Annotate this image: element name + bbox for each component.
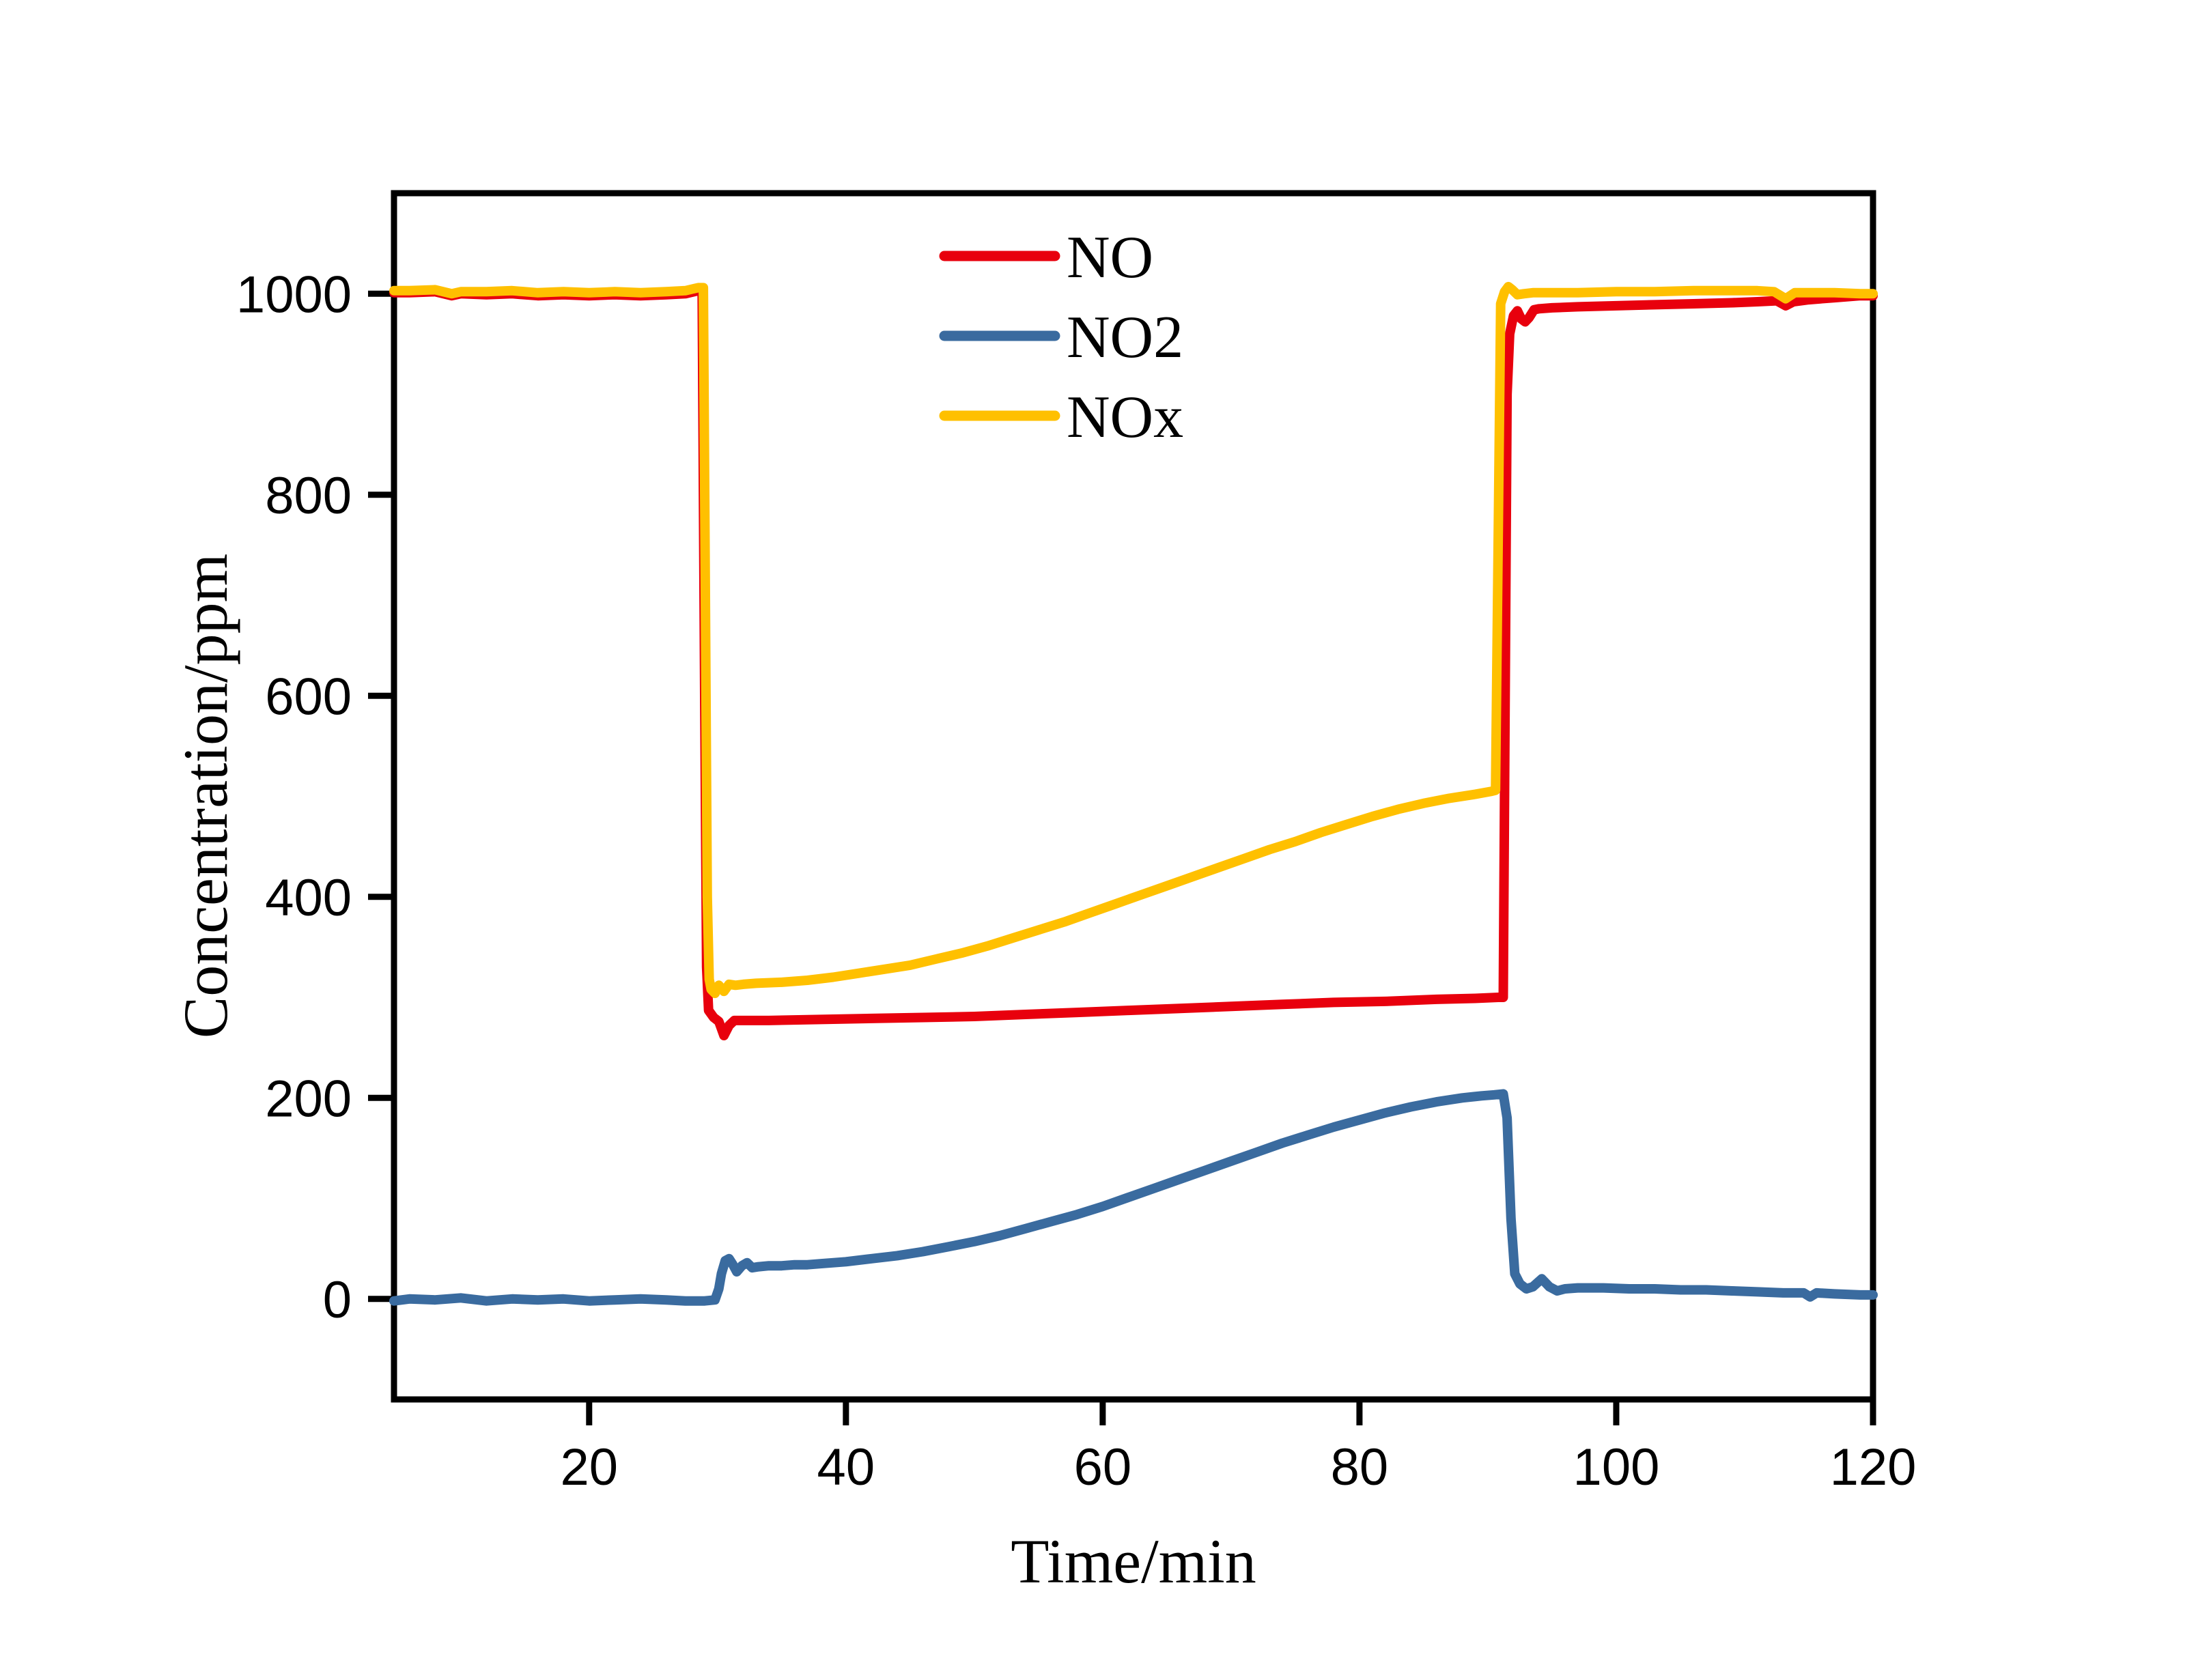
x-tick-label: 40 [817, 1438, 875, 1496]
data-series [389, 281, 1878, 1306]
y-tick-label: 800 [265, 467, 352, 525]
y-axis-ticks [368, 290, 394, 1302]
y-tick-label: 200 [265, 1070, 352, 1128]
x-axis-tick-labels: 20 40 60 80 100 120 [561, 1438, 1917, 1496]
y-tick-label: 0 [323, 1271, 352, 1329]
y-axis-tick-labels: 0 200 400 600 800 1000 [236, 266, 352, 1329]
no2-series-line [389, 1089, 1878, 1306]
legend: NO NO2 NOx [939, 225, 1183, 451]
y-tick-label: 1000 [236, 266, 352, 324]
legend-label-nox: NOx [1067, 384, 1183, 451]
y-tick-label: 400 [265, 869, 352, 927]
y-tick-label: 600 [265, 668, 352, 726]
x-tick-label: 80 [1331, 1438, 1389, 1496]
nox-series-line [389, 281, 1878, 999]
x-tick-label: 60 [1074, 1438, 1132, 1496]
legend-label-no2: NO2 [1067, 304, 1183, 371]
y-axis-title: Concentration/ppm [171, 554, 240, 1038]
x-tick-label: 20 [561, 1438, 619, 1496]
plot-frame [391, 190, 1876, 1403]
x-axis-ticks [586, 1399, 1876, 1425]
legend-label-no: NO [1067, 225, 1153, 291]
x-tick-label: 100 [1573, 1438, 1660, 1496]
x-axis-title: Time/min [1011, 1526, 1256, 1596]
x-tick-label: 120 [1830, 1438, 1917, 1496]
